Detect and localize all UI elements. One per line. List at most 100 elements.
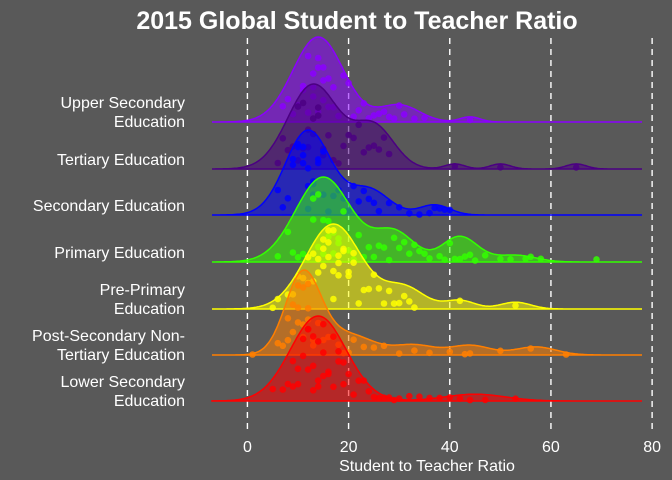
data-point [507, 255, 514, 263]
data-point [395, 395, 403, 402]
data-point [406, 298, 413, 305]
data-point [320, 77, 327, 84]
data-point [385, 394, 393, 401]
data-point [395, 204, 403, 211]
data-point [375, 394, 383, 402]
data-point [269, 385, 277, 393]
data-point [360, 187, 368, 195]
data-point [370, 393, 378, 401]
data-point [309, 216, 317, 223]
data-point [335, 272, 342, 279]
data-point [416, 247, 423, 255]
data-point [355, 198, 363, 205]
data-point [330, 84, 337, 91]
category-label: Pre-Primary [100, 282, 185, 299]
data-point [314, 377, 322, 384]
data-point [330, 383, 337, 391]
data-point [370, 199, 378, 207]
data-point [350, 182, 357, 190]
data-point [527, 345, 534, 352]
density-area [212, 36, 642, 123]
data-point [466, 116, 474, 124]
data-point [314, 255, 322, 263]
data-point [284, 336, 292, 344]
data-point [461, 253, 469, 260]
data-point [335, 252, 342, 259]
data-point [456, 395, 464, 402]
data-point [416, 393, 423, 401]
data-point [395, 102, 403, 109]
data-point [335, 348, 342, 355]
data-point [340, 359, 347, 366]
x-tick-labels: 0 20 40 60 80 [243, 439, 661, 456]
data-point [274, 295, 282, 303]
data-point [325, 132, 332, 139]
ridge-upper-secondary-education [212, 36, 642, 124]
data-point [294, 304, 302, 312]
data-point [421, 250, 428, 257]
x-tick-label: 0 [243, 439, 252, 456]
ridge-post-secondary-non-tertiary-education [212, 269, 642, 358]
data-point [325, 370, 332, 378]
ridge-lower-secondary-education [211, 315, 642, 404]
data-point [497, 164, 504, 171]
data-point [436, 252, 443, 260]
data-point [385, 113, 393, 121]
data-point [355, 377, 363, 385]
data-point [426, 209, 433, 217]
data-point [289, 328, 297, 336]
data-point [466, 350, 474, 357]
data-point [320, 236, 327, 243]
data-point [340, 72, 347, 79]
category-label: Post-Secondary Non- [32, 328, 185, 345]
data-point [400, 238, 408, 246]
data-point [431, 204, 438, 212]
data-point [249, 351, 256, 358]
data-point [325, 217, 332, 225]
data-point [289, 301, 297, 308]
data-point [360, 149, 368, 156]
data-point [320, 216, 327, 224]
data-point [380, 394, 388, 402]
data-point [395, 299, 403, 307]
data-point [299, 352, 307, 360]
ridges [211, 36, 642, 404]
data-point [400, 292, 408, 300]
data-point [345, 131, 352, 139]
data-point [360, 100, 368, 107]
data-point [284, 380, 292, 388]
data-point [340, 208, 347, 215]
data-point [279, 204, 287, 211]
data-point [426, 349, 433, 357]
data-point [330, 295, 337, 303]
data-point [451, 163, 459, 170]
data-point [314, 112, 322, 119]
data-point [355, 231, 363, 239]
data-point [299, 284, 307, 291]
data-point [325, 239, 332, 246]
data-point [370, 253, 378, 261]
data-point [466, 251, 474, 259]
data-point [390, 115, 398, 122]
data-point [446, 348, 454, 356]
data-point [375, 110, 383, 118]
data-point [390, 300, 398, 307]
data-point [345, 272, 352, 280]
data-point [497, 255, 504, 263]
data-point [320, 349, 327, 356]
data-point [360, 286, 368, 294]
data-point [441, 256, 449, 264]
data-point [522, 255, 529, 263]
data-point [320, 148, 327, 155]
data-point [274, 339, 282, 347]
data-point [421, 114, 428, 122]
data-point [416, 211, 423, 218]
data-point [274, 159, 282, 167]
data-point [451, 255, 459, 263]
data-point [320, 372, 327, 380]
data-point [294, 282, 302, 289]
data-point [537, 255, 545, 263]
data-point [360, 343, 368, 351]
data-point [350, 113, 357, 120]
data-point [314, 338, 322, 345]
